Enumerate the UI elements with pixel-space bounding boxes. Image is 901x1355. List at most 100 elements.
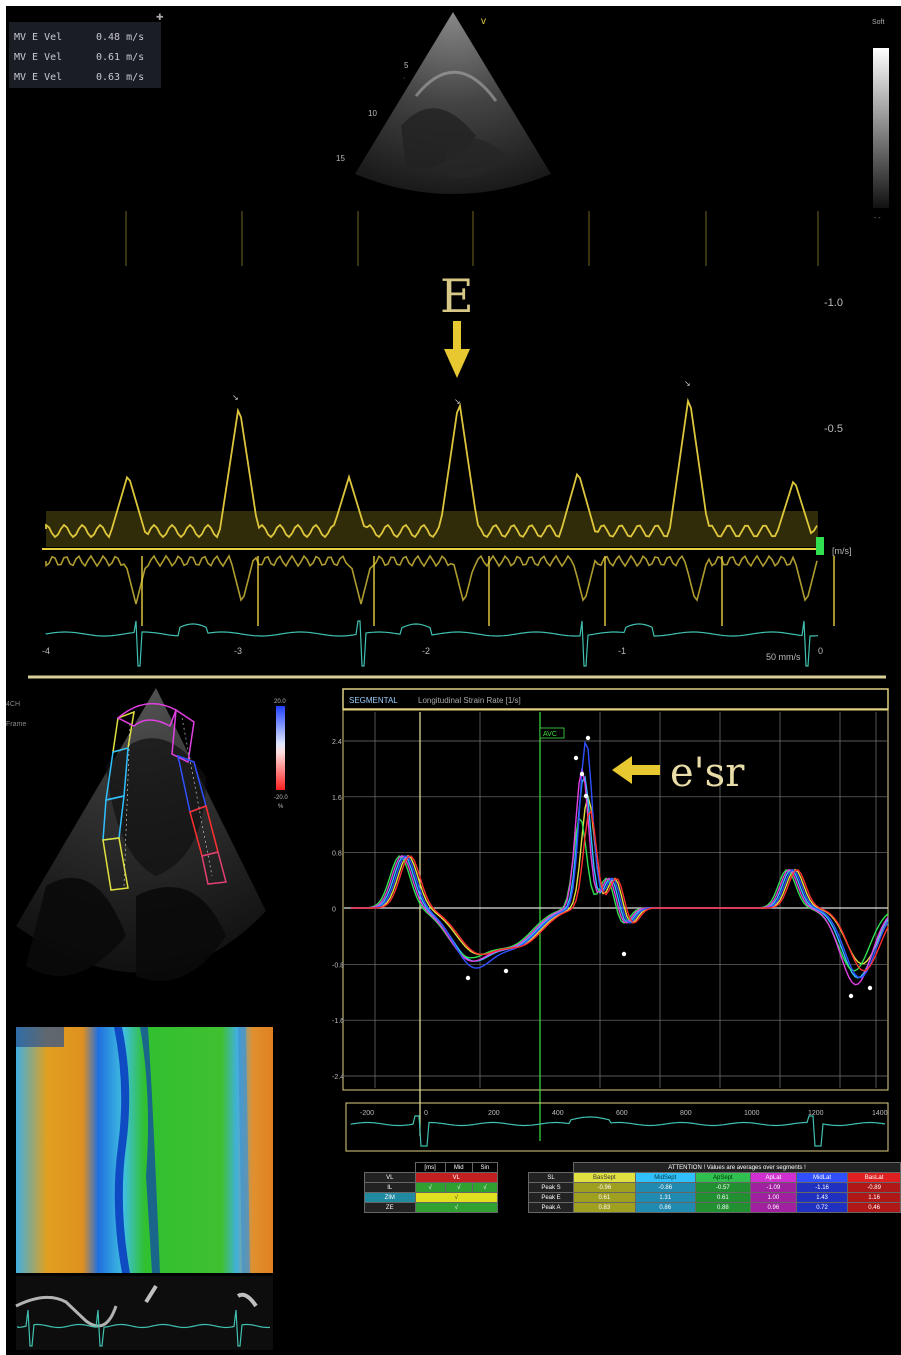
sweep-speed: 50 mm/s <box>766 652 801 662</box>
peaks-cell: 0.83 <box>573 1202 636 1213</box>
view-subtag: Frame <box>6 721 26 728</box>
strain-curves <box>351 735 889 999</box>
peaks-title: ATTENTION ! Values are averages over seg… <box>573 1162 901 1173</box>
peaks-cell: 0.61 <box>694 1192 751 1203</box>
strain-peak-marker <box>503 968 509 974</box>
peaks-cell: 0.88 <box>694 1202 751 1213</box>
strain-curve-series-1 <box>351 775 889 979</box>
x-tick-label: 1400 <box>872 1110 888 1117</box>
strain-peak-marker <box>579 771 585 777</box>
peaks-row-header: SL <box>528 1172 574 1183</box>
readout-close-icon[interactable]: ✚ <box>156 12 164 22</box>
events-header-2: Sin <box>471 1162 499 1173</box>
y-tick-label: 2.4 <box>332 739 342 746</box>
m-mode-ecg-trace <box>17 1309 271 1347</box>
doppler-noise-band <box>46 511 818 547</box>
strain-title-bar <box>342 688 889 710</box>
y-tick-label: -2.4 <box>332 1074 344 1081</box>
peaks-col-5: BasLat <box>847 1172 901 1183</box>
mv-readout-value-0: 0.48 m/s <box>96 32 144 43</box>
events-row-label-3: ZE <box>364 1202 416 1213</box>
strain-peak-marker <box>585 735 591 741</box>
y-tick-label: 0 <box>332 907 336 914</box>
peaks-col-1: MidSept <box>634 1172 696 1183</box>
doppler-negative-envelope <box>45 554 818 605</box>
strain-colorbar <box>276 706 285 790</box>
events-row-value-0: VL <box>414 1172 498 1183</box>
velocity-unit: [m/s] <box>832 546 852 556</box>
tissue-doppler-spectrum: E ↘ ↘ ↘ -1.0 -0.5 [m/s] -4 -3 -2 -1 0 50… <box>42 211 852 667</box>
events-cell-1-2: √ <box>444 1182 473 1193</box>
y-tick-label: 1.6 <box>332 795 342 802</box>
time-mark-3: -1 <box>618 646 626 656</box>
peaks-col-3: ApLat <box>749 1172 797 1183</box>
peaks-row-label: Peak E <box>528 1192 574 1203</box>
peaks-cell: -1.09 <box>749 1182 797 1193</box>
doppler-envelope <box>45 397 818 539</box>
echo-workstation-screen: ✚ MV E Vel 0.48 m/s MV E Vel 0.61 m/s MV… <box>6 6 901 1355</box>
peaks-cell: 0.86 <box>634 1202 696 1213</box>
peak-marker-1: ↘ <box>232 393 239 402</box>
peaks-col-4: MidLat <box>795 1172 849 1183</box>
events-cell-1-1: √ <box>414 1182 446 1193</box>
strain-x-ticks: -200 0 200 400 600 800 1000 1200 1400 <box>360 1110 888 1117</box>
peaks-cell: 1.31 <box>634 1192 696 1203</box>
strain-title: Longitudinal Strain Rate [1/s] <box>418 696 521 705</box>
strain-peak-marker <box>573 755 579 761</box>
x-tick-label: -200 <box>360 1110 374 1117</box>
mv-readout-label-2: MV E Vel <box>14 72 62 83</box>
time-mark-1: -3 <box>234 646 242 656</box>
strain-peak-marker <box>848 993 854 999</box>
strain-curve-series-5 <box>351 809 889 972</box>
strain-peak-marker <box>867 985 873 991</box>
peaks-cell: -0.57 <box>694 1182 751 1193</box>
peaks-cell: 1.16 <box>847 1192 901 1203</box>
peaks-cell: 0.61 <box>573 1192 636 1203</box>
peak-marker-3: ↘ <box>684 379 691 388</box>
strain-curve-series-0 <box>351 796 889 965</box>
greyscale-label: Soft <box>872 19 885 26</box>
events-row-label-1: IL <box>364 1182 416 1193</box>
baseline-handle[interactable] <box>816 537 824 555</box>
x-tick-label: 1200 <box>808 1110 824 1117</box>
strain-title-prefix: SEGMENTAL <box>349 696 398 705</box>
strain-curve-series-3 <box>351 768 889 986</box>
events-row-value-2: √ <box>414 1192 498 1203</box>
x-tick-label: 200 <box>488 1110 500 1117</box>
sector-marker-icon: v <box>481 16 486 27</box>
y-tick-label: -1.6 <box>332 1018 344 1025</box>
peaks-cell: -0.86 <box>634 1182 696 1193</box>
x-tick-label: 800 <box>680 1110 692 1117</box>
strain-curve-series-2 <box>351 817 889 972</box>
peaks-col-2: ApSept <box>694 1172 751 1183</box>
peaks-cell: 0.46 <box>847 1202 901 1213</box>
velocity-scale-top: -1.0 <box>824 297 843 309</box>
avc-tag: AVC <box>543 731 557 738</box>
depth-mark-5: 5 <box>404 61 409 70</box>
strain-rate-panel: SEGMENTAL Longitudinal Strain Rate [1/s]… <box>332 688 889 1152</box>
view-tag: 4CH <box>6 701 20 708</box>
strain-plot-frame <box>342 709 889 1091</box>
colorbar-unit: % <box>278 804 284 810</box>
events-row-value-3: √ <box>414 1202 498 1213</box>
peaks-cell: 1.00 <box>749 1192 797 1203</box>
peaks-table: ATTENTION ! Values are averages over seg… <box>528 1162 901 1213</box>
echo-display: ✚ MV E Vel 0.48 m/s MV E Vel 0.61 m/s MV… <box>6 12 889 1350</box>
strain-peak-marker <box>583 793 589 799</box>
peaks-cell: -1.16 <box>795 1182 849 1193</box>
top-sector-image: v 5 10 15 · <box>336 12 551 194</box>
events-table: [ms] Mid Sin VL VL IL √ √ √ ZIM √ ZE √ <box>364 1162 499 1213</box>
doppler-ecg-trace <box>45 620 819 667</box>
strain-ecg-frame <box>345 1102 889 1152</box>
doppler-streaks <box>46 211 835 626</box>
strain-curve-series-4 <box>351 740 889 979</box>
events-header-0: [ms] <box>414 1162 446 1173</box>
mv-readout-label-0: MV E Vel <box>14 32 62 43</box>
peaks-cell: -0.96 <box>573 1182 636 1193</box>
greyscale-dots: - - <box>874 215 881 222</box>
depth-tick: · <box>403 75 405 82</box>
y-tick-label: 0.8 <box>332 851 342 858</box>
x-tick-label: 400 <box>552 1110 564 1117</box>
depth-mark-15: 15 <box>336 154 345 163</box>
mv-readout-box: ✚ MV E Vel 0.48 m/s MV E Vel 0.61 m/s MV… <box>9 12 164 88</box>
